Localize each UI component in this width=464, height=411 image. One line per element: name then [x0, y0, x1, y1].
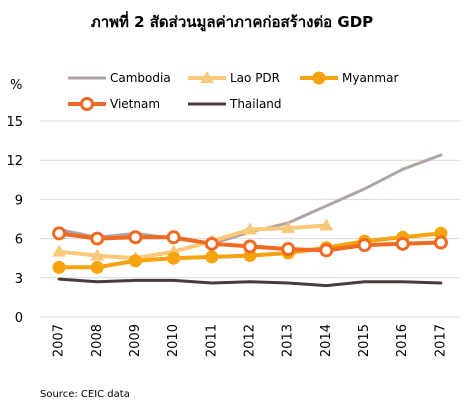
series-thailand — [57, 277, 443, 288]
x-tick-label-2012: 2012 — [243, 324, 258, 357]
x-tick-label-2010: 2010 — [166, 324, 181, 357]
y-tick-label-3: 3 — [15, 272, 23, 287]
y-tick-label-12: 12 — [6, 154, 23, 169]
x-tick-label-2017: 2017 — [433, 324, 448, 357]
grid — [40, 120, 460, 318]
legend-item-myanmar: Myanmar — [300, 71, 398, 85]
y-tick-label-6: 6 — [15, 233, 23, 248]
legend-label-cambodia: Cambodia — [110, 71, 171, 85]
legend-item-lao-pdr: Lao PDR — [188, 71, 280, 85]
y-axis-ticks: 0 3 6 9 12 15 — [6, 115, 23, 326]
x-tick-label-2007: 2007 — [52, 324, 67, 357]
point-vietnam-2010 — [166, 230, 181, 245]
legend-label-myanmar: Myanmar — [342, 71, 398, 85]
point-myanmar-2008 — [90, 260, 104, 274]
point-myanmar-2007 — [52, 260, 66, 274]
legend: Cambodia Lao PDR Myanmar Vietnam Thailand — [68, 71, 398, 111]
point-lao-pdr-2007 — [52, 244, 67, 257]
point-vietnam-2015 — [357, 238, 372, 253]
source-note: Source: CEIC data — [40, 389, 130, 400]
point-myanmar-2009 — [128, 254, 142, 268]
legend-label-thailand: Thailand — [229, 97, 282, 111]
series-lines — [52, 153, 448, 288]
legend-label-lao-pdr: Lao PDR — [230, 71, 280, 85]
x-tick-label-2015: 2015 — [357, 324, 372, 357]
point-lao-pdr-2012 — [243, 222, 257, 235]
point-vietnam-2008 — [90, 231, 105, 246]
x-tick-label-2009: 2009 — [128, 324, 143, 357]
series-line-thailand — [57, 277, 443, 288]
y-tick-label-15: 15 — [6, 115, 23, 130]
legend-marker-vietnam — [80, 97, 94, 111]
x-tick-label-2011: 2011 — [204, 324, 219, 357]
x-axis-ticks: 2007 2008 2009 2010 2011 2012 2013 2014 2015 2016… — [52, 324, 449, 357]
point-lao-pdr-2014 — [319, 218, 334, 231]
legend-label-vietnam: Vietnam — [110, 97, 160, 111]
legend-item-vietnam: Vietnam — [68, 97, 160, 111]
point-vietnam-2009 — [128, 230, 143, 245]
point-myanmar-2011 — [205, 250, 219, 264]
series-line-lao-pdr — [57, 223, 329, 261]
legend-item-thailand: Thailand — [188, 97, 282, 111]
point-vietnam-2017 — [433, 235, 448, 250]
y-tick-label-9: 9 — [15, 193, 23, 208]
point-vietnam-2016 — [395, 236, 410, 251]
series-vietnam — [52, 226, 448, 258]
point-vietnam-2013 — [281, 242, 296, 257]
x-tick-label-2013: 2013 — [281, 324, 296, 357]
x-tick-label-2016: 2016 — [395, 324, 410, 357]
point-myanmar-2010 — [167, 251, 181, 265]
legend-marker-myanmar — [312, 71, 326, 85]
chart-title: ภาพที่ 2 สัดส่วนมูลค่าภาคก่อสร้างต่อ GDP — [91, 11, 373, 32]
point-vietnam-2012 — [243, 239, 257, 254]
legend-item-cambodia: Cambodia — [68, 71, 171, 85]
point-vietnam-2011 — [204, 236, 219, 251]
y-tick-label-0: 0 — [15, 311, 23, 326]
point-vietnam-2014 — [319, 243, 334, 258]
point-lao-pdr-2013 — [281, 221, 296, 234]
y-axis-unit-label: % — [10, 78, 22, 93]
point-vietnam-2007 — [52, 226, 67, 241]
legend-marker-lao-pdr — [200, 71, 214, 83]
point-lao-pdr-2008 — [90, 248, 105, 261]
x-tick-label-2008: 2008 — [90, 324, 105, 357]
x-tick-label-2014: 2014 — [319, 324, 334, 357]
